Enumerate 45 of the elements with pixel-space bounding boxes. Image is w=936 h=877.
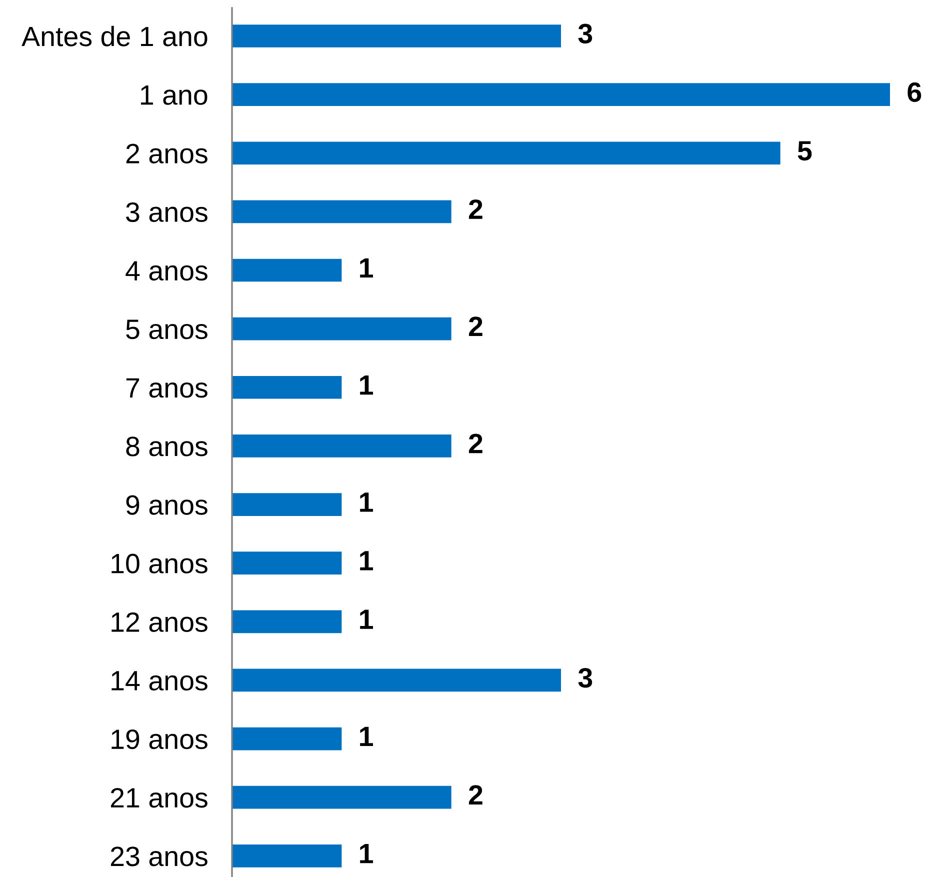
bar <box>232 142 780 165</box>
data-label: 2 <box>468 434 482 454</box>
bar <box>232 610 342 634</box>
y-tick-label: 1 ano <box>141 86 208 105</box>
bar <box>232 200 452 224</box>
data-label: 1 <box>360 375 374 395</box>
data-label: 1 <box>360 492 374 512</box>
data-label: 3 <box>578 24 592 44</box>
bar <box>232 844 342 868</box>
data-label: 2 <box>468 199 482 219</box>
y-tick-label: 12 anos <box>112 612 208 632</box>
y-tick-label: 8 anos <box>126 436 208 456</box>
y-tick-label: 21 anos <box>110 788 208 808</box>
bar <box>232 786 452 809</box>
data-label: 1 <box>360 844 374 864</box>
bar <box>232 727 342 750</box>
data-label: 2 <box>468 316 482 336</box>
y-tick-label: 14 anos <box>112 671 208 691</box>
y-tick-label: 5 anos <box>126 320 208 340</box>
bar <box>232 376 342 399</box>
bar <box>232 434 452 458</box>
bar <box>232 493 342 516</box>
bar <box>232 317 452 340</box>
data-label: 5 <box>798 141 812 161</box>
data-label: 2 <box>468 785 482 805</box>
y-tick-label: 23 anos <box>110 846 208 866</box>
data-label: 1 <box>360 610 374 629</box>
bar <box>232 552 342 575</box>
y-tick-label: 4 anos <box>126 261 208 281</box>
bar <box>232 83 890 106</box>
y-tick-label: 9 anos <box>126 495 208 515</box>
y-tick-label: 2 anos <box>126 144 208 164</box>
data-label: 1 <box>360 258 374 278</box>
y-tick-label: 19 anos <box>112 729 208 750</box>
bar <box>232 258 342 282</box>
bar <box>232 24 561 48</box>
data-label: 3 <box>578 668 592 688</box>
y-tick-label: 10 anos <box>112 554 208 574</box>
y-tick-label: 7 anos <box>126 378 208 398</box>
y-tick-label: Antes de 1 ano <box>22 26 208 46</box>
data-label: 6 <box>908 82 922 102</box>
data-label: 1 <box>360 726 374 746</box>
data-label: 1 <box>360 551 374 570</box>
y-tick-label: 3 anos <box>126 202 208 222</box>
bar <box>232 668 561 692</box>
